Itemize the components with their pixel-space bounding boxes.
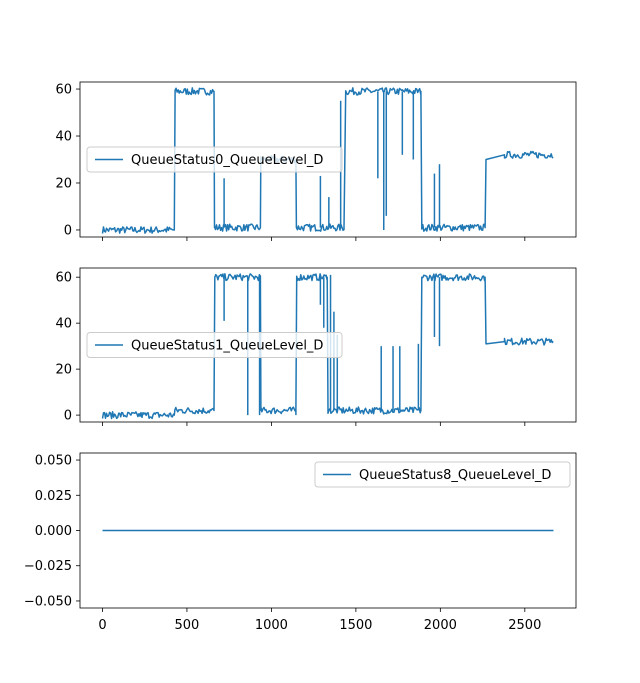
x-tick-label: 2000 xyxy=(424,618,457,633)
y-tick-label: 20 xyxy=(55,363,72,378)
x-tick-label: 2500 xyxy=(508,618,541,633)
legend-label: QueueStatus8_QueueLevel_D xyxy=(359,468,551,483)
x-tick-label: 1000 xyxy=(255,618,288,633)
series-1 xyxy=(101,273,554,420)
legend-box xyxy=(314,461,571,488)
y-tick-label: 0 xyxy=(64,409,72,424)
legend: QueueStatus8_QueueLevel_D xyxy=(314,461,571,488)
y-tick-label: 0.000 xyxy=(35,524,72,539)
series-line xyxy=(101,273,554,420)
y-tick-label: 40 xyxy=(55,317,72,332)
y-tick-label: −0.025 xyxy=(24,559,72,574)
subplot-2: 0 20 40 60 QueueStatus1_QueueLevel_D xyxy=(55,267,577,426)
y-tick-label: 40 xyxy=(55,130,72,145)
y-tick-label: 0.025 xyxy=(35,489,72,504)
y-tick-label: 20 xyxy=(55,176,72,191)
series-line xyxy=(101,87,554,234)
legend-box xyxy=(86,146,343,173)
legend: QueueStatus0_QueueLevel_D xyxy=(86,146,343,173)
x-tick-label: 0 xyxy=(98,618,106,633)
y-tick-label: −0.050 xyxy=(24,594,72,609)
x-tick-label: 1500 xyxy=(339,618,372,633)
subplot-1: 0 20 40 60 QueueStatus0_QueueLevel_D xyxy=(55,81,577,241)
axes-frame xyxy=(79,81,577,238)
subplot-3: 0.050 0.025 0.000 −0.025 −0.050 0 500 1000 1500 2… xyxy=(24,452,577,633)
legend-label: QueueStatus0_QueueLevel_D xyxy=(131,153,323,168)
x-tick-label: 500 xyxy=(175,618,200,633)
y-tick-label: 0 xyxy=(64,223,72,238)
legend-label: QueueStatus1_QueueLevel_D xyxy=(131,339,323,354)
legend: QueueStatus1_QueueLevel_D xyxy=(86,332,343,358)
axes-frame xyxy=(79,267,577,423)
legend-box xyxy=(86,332,343,358)
y-tick-label: 60 xyxy=(55,83,72,98)
y-tick-label: 0.050 xyxy=(35,454,72,469)
y-tick-label: 60 xyxy=(55,271,72,286)
